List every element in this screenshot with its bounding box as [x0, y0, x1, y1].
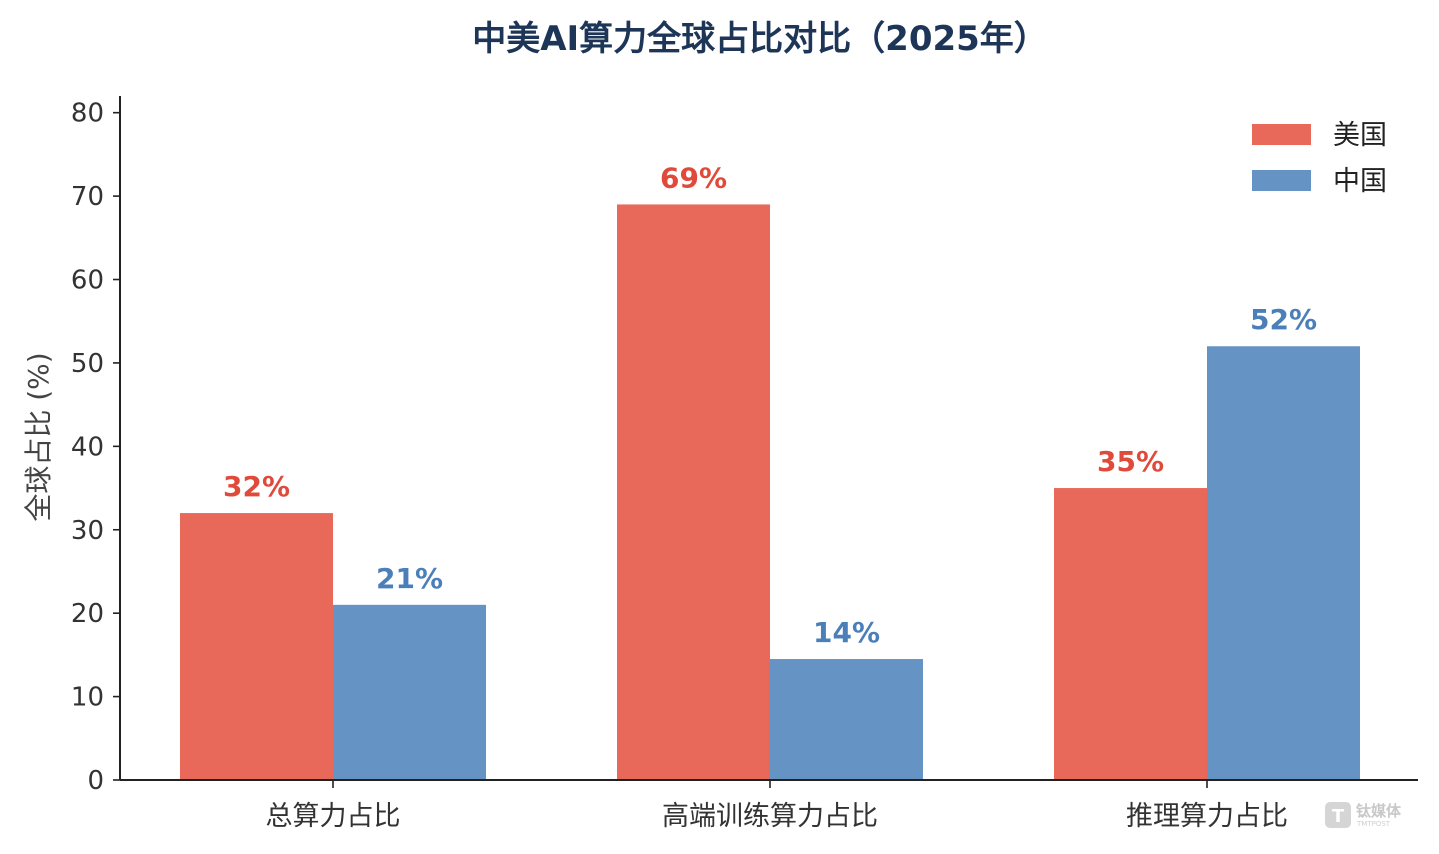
data-label-cn-0: 21% [376, 562, 443, 595]
watermark-text: 钛媒体 [1356, 802, 1402, 820]
x-category-label: 推理算力占比 [1126, 801, 1288, 832]
y-tick-label: 0 [87, 766, 104, 796]
data-label-cn-1: 14% [813, 616, 880, 649]
bars [180, 204, 1360, 780]
bar-us-0 [180, 513, 333, 780]
legend-swatch-us [1252, 124, 1311, 145]
legend-label-us: 美国 [1333, 120, 1387, 151]
y-tick-label: 70 [71, 182, 104, 212]
data-label-us-1: 69% [660, 161, 727, 194]
data-labels: 32% 21% 69% 14% 35% 52% [223, 161, 1317, 649]
y-tick-label: 80 [71, 99, 104, 129]
y-axis: 0 10 20 30 40 50 60 70 80 [71, 96, 121, 796]
chart-title: 中美AI算力全球占比对比（2025年） [472, 19, 1048, 59]
y-tick-label: 40 [71, 432, 104, 462]
x-axis: 总算力占比 高端训练算力占比 推理算力占比 [120, 779, 1418, 832]
watermark-logo-icon [1325, 802, 1351, 828]
y-tick-label: 20 [71, 599, 104, 629]
legend-swatch-cn [1252, 170, 1311, 191]
y-tick-label: 50 [71, 349, 104, 379]
x-category-label: 高端训练算力占比 [662, 801, 878, 832]
y-axis-title: 全球占比 (%) [22, 352, 55, 521]
data-label-cn-2: 52% [1250, 303, 1317, 336]
x-category-label: 总算力占比 [266, 801, 401, 832]
bar-us-1 [617, 204, 770, 780]
bar-cn-2 [1207, 346, 1360, 780]
data-label-us-0: 32% [223, 470, 290, 503]
data-label-us-2: 35% [1097, 445, 1164, 478]
bar-cn-0 [333, 604, 486, 780]
bar-cn-1 [770, 659, 923, 780]
y-tick-label: 10 [71, 683, 104, 713]
legend-label-cn: 中国 [1333, 166, 1387, 197]
y-tick-label: 30 [71, 516, 104, 546]
y-tick-label: 60 [71, 266, 104, 296]
bar-us-2 [1054, 488, 1207, 780]
watermark-subtext: TMTPOST [1356, 820, 1391, 828]
watermark-logo-glyph: T [1332, 806, 1345, 827]
watermark-logo: T 钛媒体 TMTPOST [1325, 802, 1402, 828]
